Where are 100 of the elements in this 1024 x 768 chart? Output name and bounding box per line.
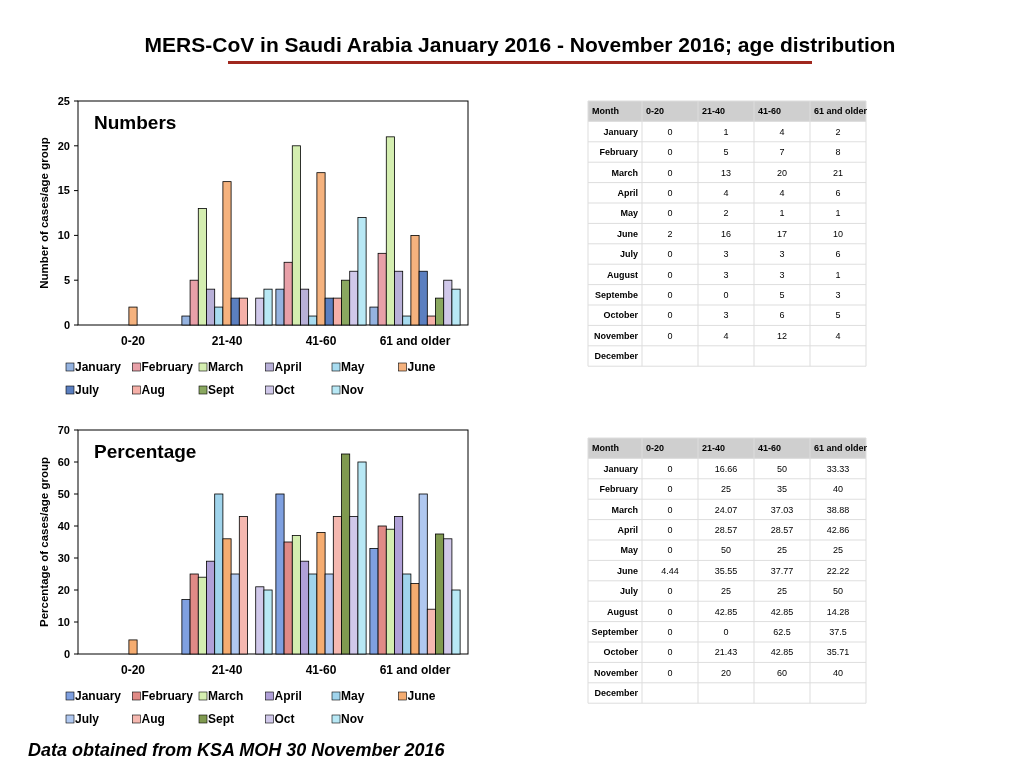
data-label: 0 [667,524,673,535]
legend-label: February [141,360,194,374]
data-label: 0 [667,504,673,515]
legend-label: Oct [274,712,295,726]
text: Numbers [94,112,177,133]
data-label: 3 [723,310,729,321]
y-tick-label: May [620,545,638,556]
data-label: 35.55 [714,565,738,576]
y-tick-label: 40 [57,519,70,532]
data-label: 0 [667,626,673,637]
data-label: 35.71 [826,647,850,658]
legend-label: June [407,360,436,374]
x-tick-label: 21-40 [211,334,243,348]
data-label: 3 [835,289,841,300]
x-tick-label: 0-20 [646,106,665,117]
data-label: 12 [776,330,788,341]
data-label: 42.86 [826,524,850,535]
legend-label: Sept [208,712,235,726]
x-tick-label: 61 and older [379,663,451,677]
legend-label: Sept [208,383,235,397]
y-tick-label: 10 [57,229,70,242]
y-tick-label: February [599,147,638,158]
data-label: 37.5 [829,626,847,637]
data-label: 40 [832,667,844,678]
data-label: 3 [779,269,785,280]
y-tick-label: 20 [57,139,70,152]
y-tick-label: 15 [57,184,70,197]
y-axis-title: Month [592,443,619,454]
data-label: 0 [667,310,673,321]
legend-label: January [75,360,122,374]
data-label: 3 [779,249,785,260]
data-label: 20 [720,667,732,678]
legend-label: April [274,689,302,703]
data-label: 21.43 [714,647,738,658]
x-tick-label: 41-60 [305,663,337,677]
data-label: 14.28 [826,606,850,617]
data-label: 35 [776,484,788,495]
y-tick-label: 0 [63,318,70,331]
y-tick-label: August [607,606,638,617]
data-label: 0 [667,484,673,495]
y-tick-label: 30 [57,551,70,564]
data-label: 13 [720,167,732,178]
data-label: 4.44 [661,565,679,576]
data-label: 42.85 [770,647,794,658]
y-tick-label: 20 [57,583,70,596]
data-label: 50 [776,463,788,474]
data-label: 4 [723,187,729,198]
legend-label: July [75,383,100,397]
text: Percentage [94,441,197,462]
data-label: 37.03 [770,504,794,515]
data-label: 37.77 [770,565,794,576]
y-axis-title: Number of cases/age group [38,137,50,289]
x-tick-label: 0-20 [120,663,146,677]
legend-label: March [208,360,244,374]
y-tick-label: October [603,310,639,321]
data-label: 0 [667,667,673,678]
y-tick-label: January [603,463,638,474]
data-label: 38.88 [826,504,850,515]
data-label: 6 [835,187,841,198]
data-label: 0 [723,289,729,300]
data-label: 5 [835,310,841,321]
x-tick-label: 61 and older [379,334,451,348]
data-label: 22.22 [826,565,850,576]
data-label: 60 [776,667,788,678]
y-tick-label: August [607,269,638,280]
data-label: 25 [776,586,788,597]
data-label: 4 [779,187,785,198]
data-label: 3 [723,269,729,280]
legend-label: Aug [141,712,165,726]
y-tick-label: October [603,647,639,658]
y-tick-label: June [616,228,638,239]
data-label: 50 [720,545,732,556]
data-label: 28.57 [714,524,738,535]
data-label: 20 [776,167,788,178]
y-tick-label: June [616,565,638,576]
legend-label: Aug [141,383,165,397]
y-tick-label: March [611,504,638,515]
data-label: 0 [667,147,673,158]
data-label: 42.85 [714,606,738,617]
x-tick-label: 41-60 [758,443,782,454]
data-label: 28.57 [770,524,794,535]
data-label: 5 [723,147,729,158]
y-tick-label: December [594,688,639,699]
legend-label: May [341,360,365,374]
y-tick-label: 10 [57,615,70,628]
data-label: 0 [667,269,673,280]
data-label: 0 [667,167,673,178]
data-label: 0 [667,647,673,658]
data-label: 10 [832,228,844,239]
y-tick-label: May [620,208,638,219]
data-label: 6 [835,249,841,260]
data-label: 0 [667,187,673,198]
y-tick-label: November [593,330,639,341]
data-label: 1 [779,208,785,219]
legend-label: Nov [341,712,364,726]
y-tick-label: April [617,187,638,198]
data-label: 50 [832,586,844,597]
data-label: 0 [667,606,673,617]
data-label: 24.07 [714,504,738,515]
data-label: 8 [835,147,841,158]
